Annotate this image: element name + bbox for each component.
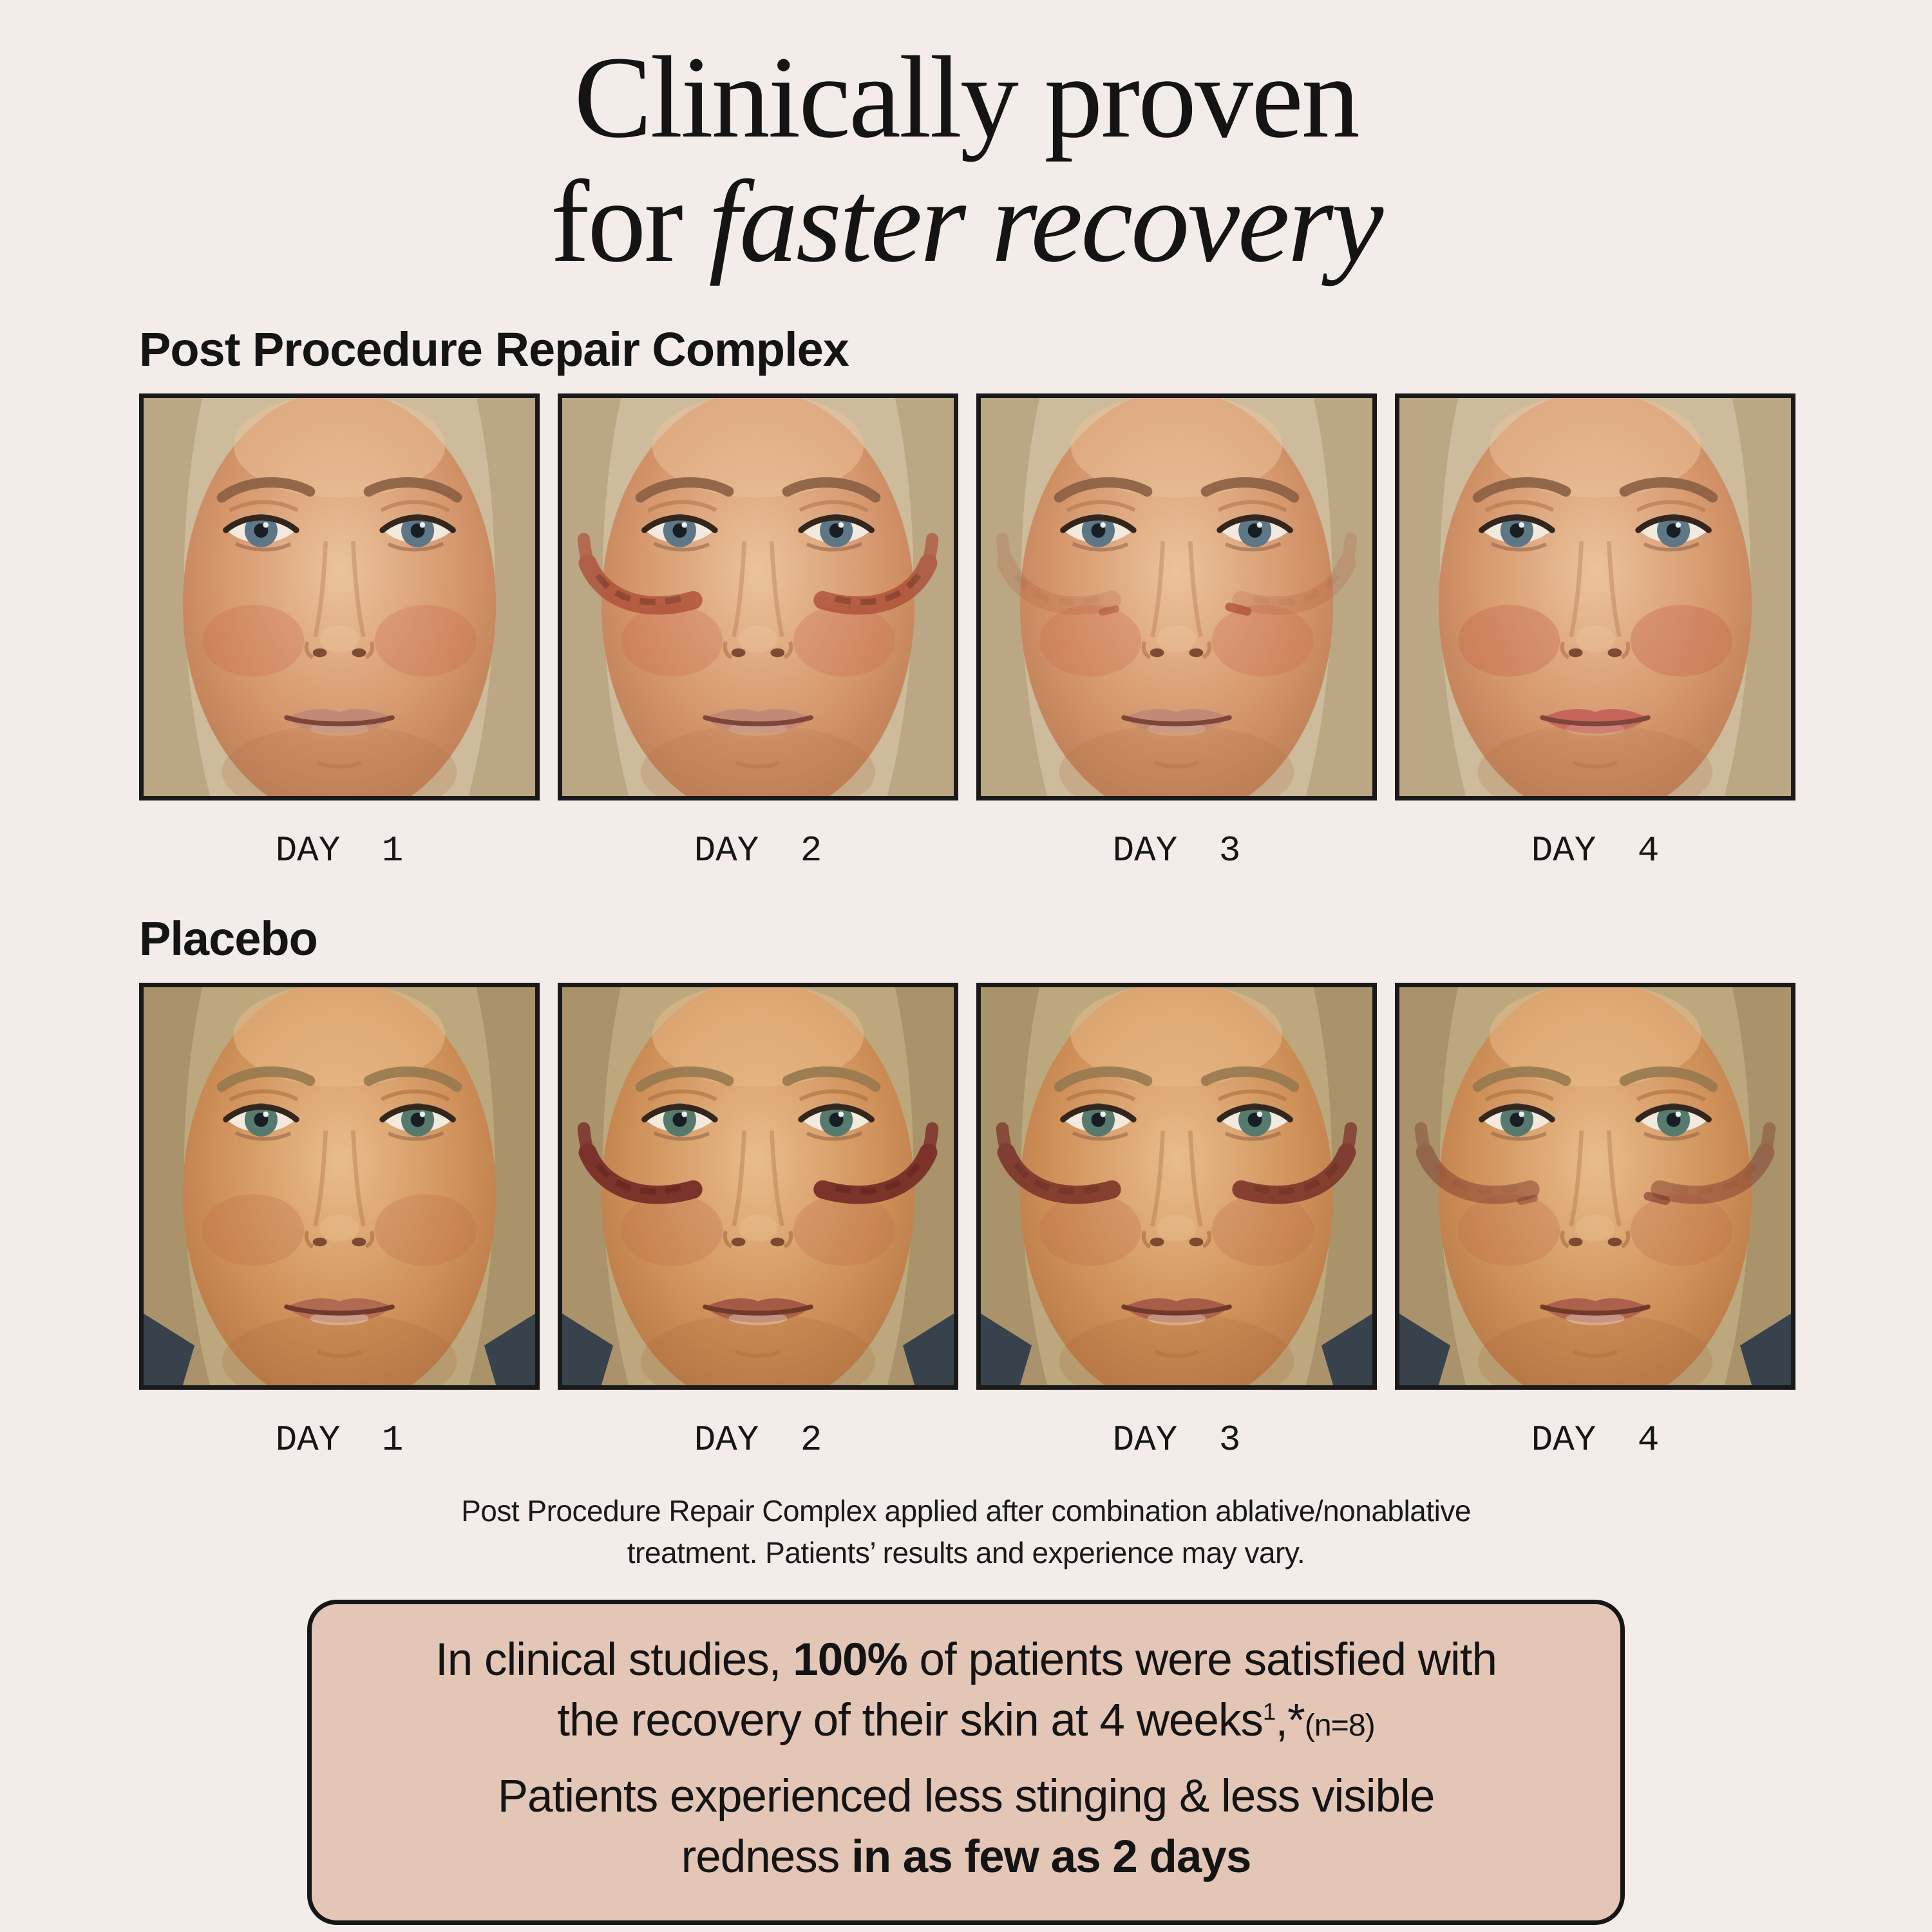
callout-reference-superscript: 1 — [1262, 1698, 1276, 1725]
photo-placebo-day-2 — [558, 982, 958, 1390]
callout-p1-bold-stat: 100% — [793, 1634, 908, 1686]
irritation-marks — [577, 1122, 939, 1204]
day-label-placebo-4: DAY 4 — [1531, 1419, 1660, 1461]
face-illustration — [981, 397, 1372, 796]
photo-repair-day-2 — [558, 393, 958, 800]
callout-sample-size: (n=8) — [1304, 1708, 1376, 1743]
callout-box: In clinical studies, 100% of patients we… — [307, 1600, 1625, 1926]
section-repair: Post Procedure Repair Complex — [0, 322, 1932, 871]
footnote-line2: treatment. Patients’ results and experie… — [627, 1536, 1305, 1570]
day-label-repair-2: DAY 2 — [694, 829, 822, 871]
day-label-repair-1: DAY 1 — [275, 829, 404, 871]
face-illustration — [1399, 397, 1791, 796]
face-illustration — [144, 987, 535, 1385]
photo-row-placebo — [139, 982, 1795, 1390]
irritation-marks — [996, 1122, 1358, 1204]
photo-placebo-day-3 — [976, 982, 1377, 1390]
day-label-placebo-2: DAY 2 — [694, 1419, 822, 1461]
section-repair-label: Post Procedure Repair Complex — [139, 322, 849, 376]
callout-p1-asterisk: ,* — [1275, 1695, 1305, 1747]
callout-p1-text: In clinical studies, — [435, 1634, 793, 1686]
callout-p1-text3: the recovery of their skin at 4 weeks — [557, 1695, 1264, 1747]
day-label-placebo-1: DAY 1 — [275, 1419, 404, 1461]
irritation-marks — [1414, 1122, 1776, 1204]
photo-repair-day-3 — [976, 393, 1377, 800]
photo-placebo-day-1 — [139, 982, 540, 1390]
irritation-marks — [577, 533, 939, 615]
day-label-placebo-3: DAY 3 — [1112, 1419, 1241, 1461]
title-line1: Clinically proven — [574, 33, 1360, 162]
photo-repair-day-1 — [139, 393, 540, 800]
face-illustration — [144, 397, 535, 796]
face-illustration — [562, 987, 954, 1385]
photo-placebo-day-4 — [1395, 982, 1795, 1390]
footnote-line1: Post Procedure Repair Complex applied af… — [461, 1493, 1471, 1528]
day-label-repair-4: DAY 4 — [1531, 829, 1660, 871]
day-label-repair-3: DAY 3 — [1112, 829, 1241, 871]
title-line2-italic: faster recovery — [708, 156, 1383, 287]
section-placebo: Placebo — [0, 911, 1932, 1461]
callout-paragraph-1: In clinical studies, 100% of patients we… — [341, 1630, 1591, 1750]
face-illustration — [1399, 987, 1791, 1385]
callout-p2-text2: redness — [681, 1831, 851, 1882]
day-row-placebo: DAY 1 DAY 2 DAY 3 DAY 4 — [139, 1419, 1795, 1461]
day-row-repair: DAY 1 DAY 2 DAY 3 DAY 4 — [139, 830, 1795, 871]
title-line2-prefix: for — [550, 156, 709, 287]
callout-paragraph-2: Patients experienced less stinging & les… — [341, 1766, 1591, 1887]
callout-p2-bold-claim: in as few as 2 days — [851, 1831, 1251, 1882]
footnote: Post Procedure Repair Complex applied af… — [0, 1490, 1932, 1575]
section-placebo-label: Placebo — [139, 911, 318, 965]
photo-repair-day-4 — [1395, 393, 1795, 800]
face-illustration — [562, 397, 954, 796]
page-title: Clinically proven for faster recovery — [0, 33, 1932, 287]
callout-p2-text: Patients experienced less stinging & les… — [497, 1770, 1435, 1822]
photo-row-repair — [139, 393, 1795, 800]
irritation-marks — [996, 533, 1358, 615]
face-illustration — [981, 987, 1372, 1385]
callout-p1-text2: of patients were satisfied with — [907, 1634, 1497, 1686]
